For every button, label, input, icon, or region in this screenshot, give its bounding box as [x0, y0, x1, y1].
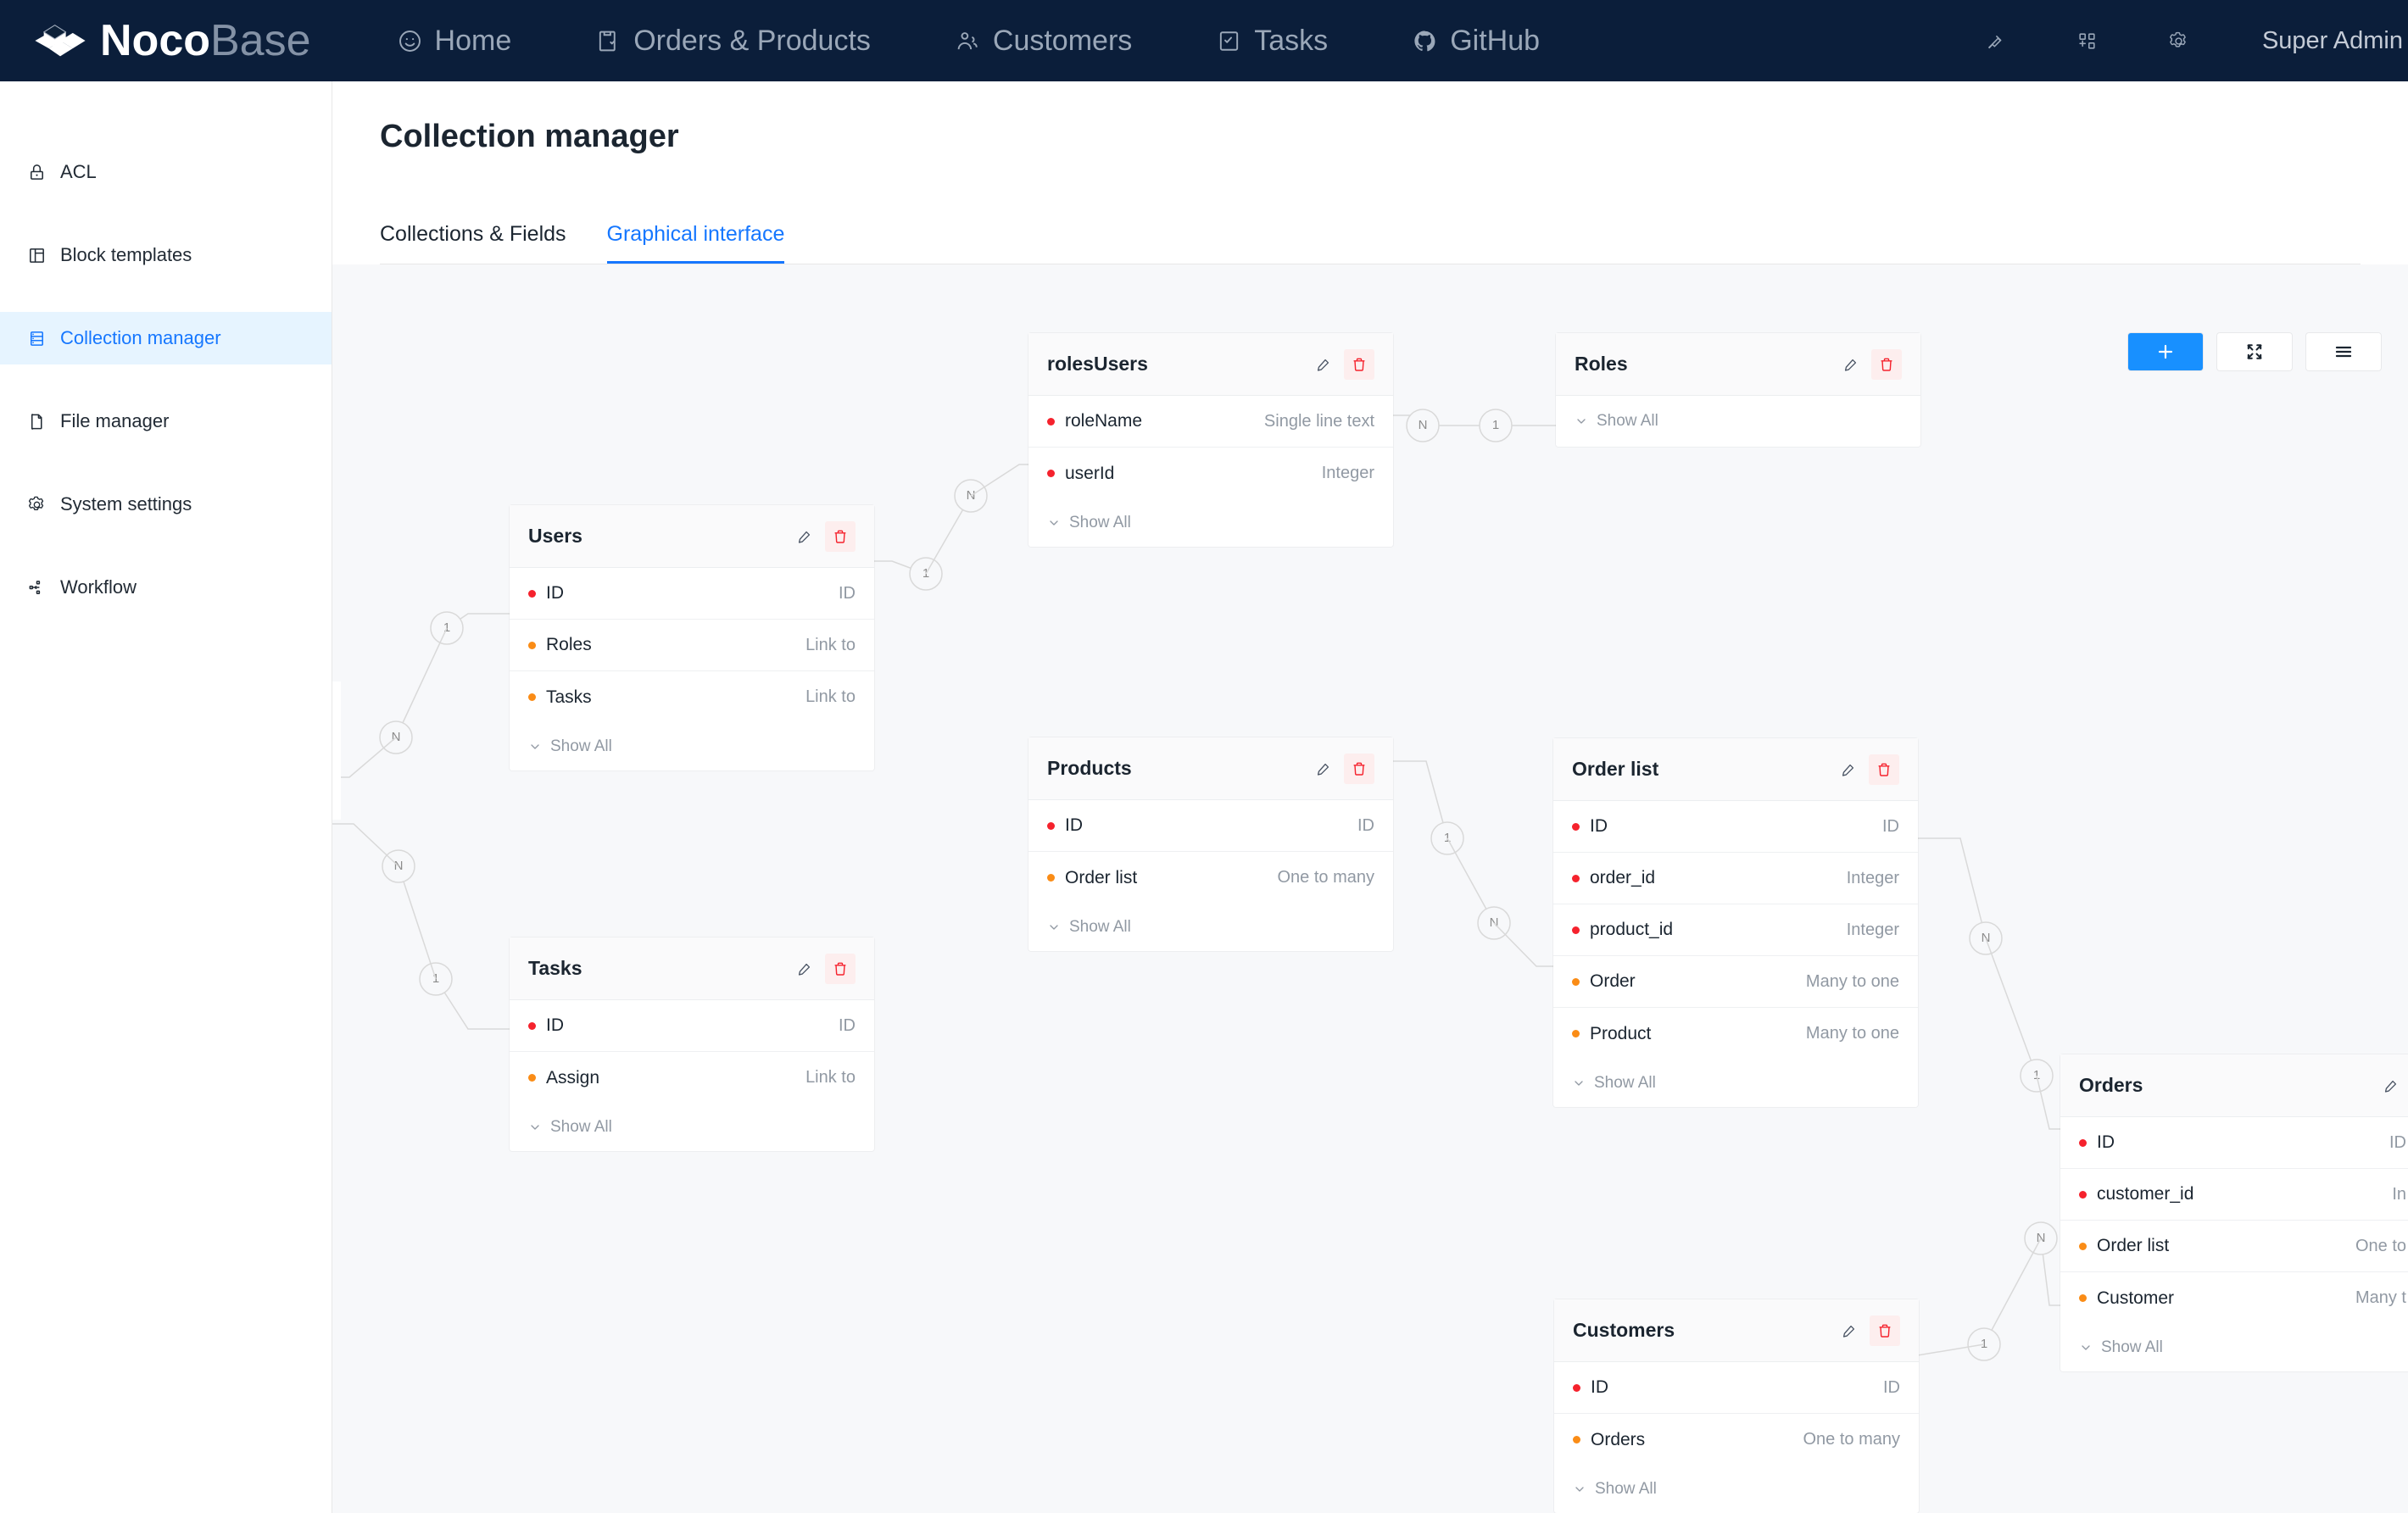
svg-text:1: 1: [1444, 831, 1451, 845]
svg-text:N: N: [967, 488, 976, 503]
svg-text:1: 1: [443, 620, 450, 635]
svg-text:N: N: [394, 859, 404, 873]
svg-text:N: N: [2037, 1231, 2046, 1245]
svg-text:N: N: [1490, 915, 1499, 930]
svg-text:N: N: [1982, 931, 1991, 945]
svg-text:N: N: [1419, 418, 1428, 432]
svg-text:1: 1: [1981, 1337, 1987, 1351]
svg-text:1: 1: [2033, 1068, 2040, 1082]
svg-text:1: 1: [923, 566, 929, 581]
svg-text:N: N: [392, 730, 401, 744]
svg-text:1: 1: [432, 971, 439, 986]
svg-text:1: 1: [1492, 418, 1499, 432]
